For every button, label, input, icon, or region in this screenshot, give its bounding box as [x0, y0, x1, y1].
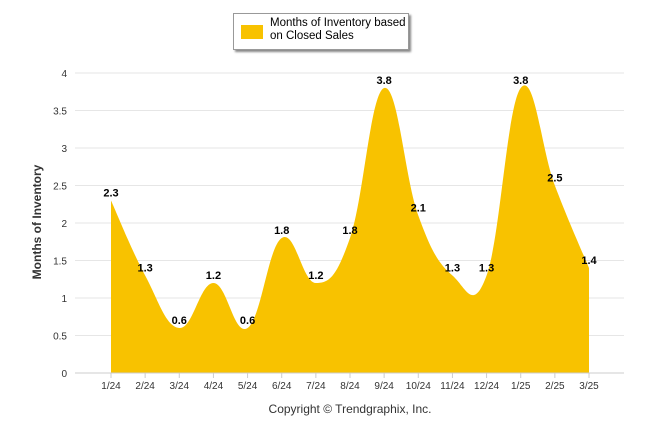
area-series — [111, 85, 589, 374]
x-tick-label: 6/24 — [272, 381, 292, 392]
y-tick-label: 0 — [61, 369, 67, 380]
y-tick-label: 1.5 — [53, 257, 67, 268]
x-tick-label: 3/25 — [579, 381, 599, 392]
x-tick-label: 10/24 — [406, 381, 431, 392]
legend-label-line1: Months of Inventory based — [270, 17, 406, 29]
data-label: 0.6 — [240, 315, 255, 327]
legend-label-line2: on Closed Sales — [270, 30, 354, 42]
data-label: 2.5 — [547, 173, 562, 185]
x-tick-label: 4/24 — [204, 381, 224, 392]
data-label: 1.2 — [308, 270, 323, 282]
data-label: 3.8 — [376, 75, 391, 87]
data-label: 1.3 — [445, 263, 460, 275]
x-tick-labels: 1/24 2/24 3/24 4/24 5/24 6/24 7/24 8/24 9/24 10/2… — [101, 373, 599, 392]
data-label: 0.6 — [172, 315, 187, 327]
y-tick-label: 1 — [61, 294, 67, 305]
y-axis-label: Months of Inventory — [30, 164, 44, 279]
legend-label: Months of Inventory based on Closed Sale… — [270, 17, 408, 43]
data-label: 2.3 — [103, 188, 118, 200]
x-tick-label: 8/24 — [340, 381, 360, 392]
x-tick-label: 5/24 — [238, 381, 258, 392]
data-label: 1.4 — [581, 255, 597, 267]
data-label: 1.3 — [479, 263, 494, 275]
copyright-credit: Copyright © Trendgraphix, Inc. — [269, 402, 432, 416]
data-label: 3.8 — [513, 75, 528, 87]
x-tick-label: 7/24 — [306, 381, 326, 392]
y-tick-label: 2 — [61, 219, 67, 230]
x-tick-label: 2/24 — [135, 381, 155, 392]
x-tick-label: 1/25 — [511, 381, 531, 392]
y-tick-label: 3.5 — [53, 107, 67, 118]
data-label: 1.8 — [342, 225, 357, 237]
y-tick-label: 3 — [61, 144, 67, 155]
x-tick-label: 11/24 — [440, 381, 465, 392]
legend-swatch — [241, 25, 263, 39]
x-tick-label: 12/24 — [474, 381, 499, 392]
legend: Months of Inventory based on Closed Sale… — [233, 13, 409, 50]
x-tick-label: 3/24 — [170, 381, 190, 392]
data-labels: 2.3 1.3 0.6 1.2 0.6 1.8 1.2 1.8 3.8 2.1 1.3 1.3 3.8 2… — [103, 75, 597, 327]
y-tick-labels: 0 0.5 1 1.5 2 2.5 3 3.5 4 — [53, 69, 67, 380]
y-tick-label: 0.5 — [53, 332, 67, 343]
data-label: 2.1 — [411, 203, 426, 215]
x-tick-label: 1/24 — [101, 381, 121, 392]
x-tick-label: 2/25 — [545, 381, 565, 392]
y-tick-label: 4 — [61, 69, 67, 80]
y-tick-label: 2.5 — [53, 182, 67, 193]
data-label: 1.8 — [274, 225, 289, 237]
data-label: 1.3 — [137, 263, 152, 275]
data-label: 1.2 — [206, 270, 221, 282]
x-tick-label: 9/24 — [374, 381, 394, 392]
